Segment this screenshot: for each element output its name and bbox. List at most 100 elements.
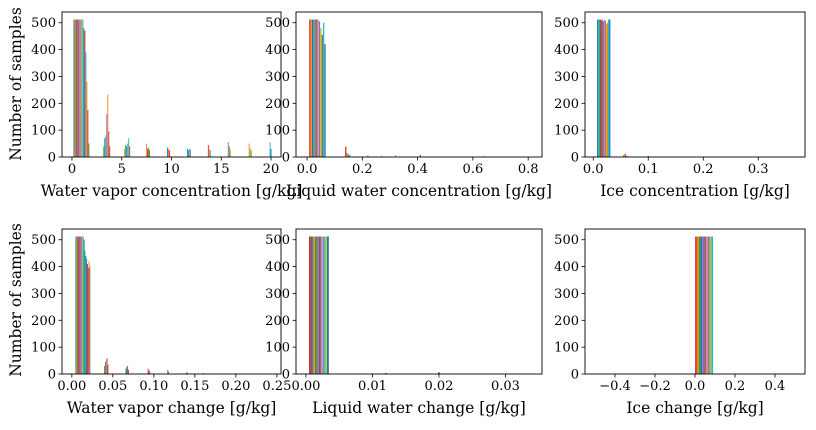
bars bbox=[695, 236, 714, 374]
histogram-bar bbox=[419, 154, 421, 157]
x-tick-label: 0.4 bbox=[407, 162, 428, 177]
axes-frame bbox=[584, 228, 806, 375]
histogram-bar bbox=[605, 24, 608, 157]
y-tick-label: 400 bbox=[554, 43, 579, 58]
histogram-bar bbox=[207, 144, 209, 157]
x-tick-label: 0.2 bbox=[693, 162, 714, 177]
histogram-bar bbox=[75, 19, 77, 157]
x-tick-label: 0.00 bbox=[57, 379, 86, 394]
y-tick-label: 200 bbox=[265, 97, 290, 112]
bars bbox=[73, 19, 272, 157]
axes-frame bbox=[295, 11, 543, 158]
histogram-bar bbox=[323, 22, 325, 157]
histogram-bar bbox=[227, 142, 229, 157]
histogram-bar bbox=[709, 236, 712, 374]
histogram-bar bbox=[315, 236, 317, 374]
histogram-bar bbox=[148, 369, 150, 374]
histogram-bar bbox=[317, 19, 319, 157]
y-tick-label: 200 bbox=[31, 314, 56, 329]
histogram-bar bbox=[127, 369, 129, 374]
x-tick-label: 0.0 bbox=[583, 162, 604, 177]
panel-1: 0 100 200 300 400 500 0 5 10 15 20 Water vapor conc… bbox=[31, 11, 302, 200]
x-tick-label: 0.10 bbox=[139, 379, 168, 394]
y-tick-label: 0 bbox=[571, 151, 579, 166]
histogram-bar bbox=[601, 19, 603, 157]
histogram-bar bbox=[187, 150, 189, 157]
histogram-bar bbox=[73, 19, 75, 157]
y-tick-label: 400 bbox=[265, 260, 290, 275]
y-tick-label: 500 bbox=[31, 16, 56, 31]
x-tick-label: 0.0 bbox=[685, 379, 706, 394]
y-tick-label: 0 bbox=[571, 368, 579, 383]
histogram-bar bbox=[83, 239, 85, 374]
histogram-bar bbox=[309, 19, 311, 157]
histogram-bar bbox=[318, 21, 321, 158]
histogram-bar bbox=[80, 19, 82, 157]
y-tick-label: 100 bbox=[265, 341, 290, 356]
histogram-bar bbox=[125, 144, 127, 157]
histogram-bar bbox=[77, 236, 79, 374]
y-tick-label: 100 bbox=[31, 341, 56, 356]
x-axis-label: Liquid water concentration [g/kg] bbox=[286, 182, 552, 200]
histogram-bar bbox=[169, 150, 170, 157]
histogram-bar bbox=[86, 258, 88, 374]
histogram-bar bbox=[85, 52, 87, 157]
histogram-bar bbox=[269, 142, 271, 157]
y-tick-label: 0 bbox=[48, 368, 56, 383]
y-tick-label: 200 bbox=[554, 314, 579, 329]
histogram-bar bbox=[324, 236, 327, 374]
y-tick-label: 500 bbox=[554, 16, 579, 31]
y-tick-label: 400 bbox=[31, 43, 56, 58]
histogram-bar bbox=[76, 236, 78, 374]
histogram-bar bbox=[270, 148, 272, 157]
histogram-bar bbox=[104, 138, 106, 157]
histogram-bar bbox=[148, 147, 150, 157]
histogram-bar bbox=[79, 19, 81, 157]
y-tick-label: 400 bbox=[31, 260, 56, 275]
histogram-bar bbox=[105, 359, 107, 374]
x-tick-label: 0.3 bbox=[748, 162, 769, 177]
x-tick-label: 10 bbox=[163, 162, 180, 177]
histogram-bar bbox=[129, 146, 131, 157]
histogram-bar bbox=[345, 146, 347, 157]
y-tick-label: 100 bbox=[31, 124, 56, 139]
x-tick-label: 0.4 bbox=[765, 379, 786, 394]
histogram-bar bbox=[168, 148, 169, 157]
bars bbox=[75, 236, 270, 374]
histogram-bar bbox=[311, 19, 314, 157]
histogram-bar bbox=[609, 19, 611, 157]
histogram-bar bbox=[707, 236, 710, 374]
panel-4: 0 100 200 300 400 500 0.00 0.05 0.10 0.15 0.20 0.25… bbox=[31, 228, 291, 417]
panel-5: 0 100 200 300 400 500 0.00 0.01 0.02 0.03 Liquid w… bbox=[265, 228, 543, 417]
y-tick-label: 0 bbox=[282, 368, 290, 383]
histogram-bar bbox=[75, 236, 77, 374]
y-tick-label: 100 bbox=[265, 124, 290, 139]
histogram-bar bbox=[326, 236, 329, 374]
histogram-bar bbox=[74, 19, 76, 157]
histogram-bar bbox=[367, 155, 369, 157]
y-tick-label: 100 bbox=[554, 124, 579, 139]
x-axis-label: Ice change [g/kg] bbox=[626, 399, 763, 417]
histogram-bar bbox=[702, 236, 705, 374]
histogram-bar bbox=[77, 236, 79, 374]
histogram-bar bbox=[314, 19, 316, 157]
histogram-bar bbox=[602, 21, 604, 158]
histogram-bar bbox=[438, 372, 440, 374]
histogram-bar bbox=[149, 371, 151, 374]
y-tick-label: 400 bbox=[265, 43, 290, 58]
y-tick-label: 100 bbox=[554, 341, 579, 356]
histogram-bar bbox=[188, 148, 190, 157]
x-tick-label: −0.4 bbox=[599, 379, 631, 394]
axes-frame bbox=[295, 228, 543, 375]
histogram-bar bbox=[624, 153, 626, 157]
histogram-bar bbox=[347, 154, 350, 157]
x-tick-label: 0 bbox=[68, 162, 76, 177]
histogram-bar bbox=[88, 143, 90, 157]
histogram-bar bbox=[603, 19, 605, 157]
y-tick-label: 300 bbox=[265, 70, 290, 85]
histogram-bar bbox=[124, 148, 126, 157]
histogram-bar bbox=[78, 19, 80, 157]
axes-frame bbox=[584, 11, 806, 158]
histogram-bar bbox=[346, 152, 348, 157]
